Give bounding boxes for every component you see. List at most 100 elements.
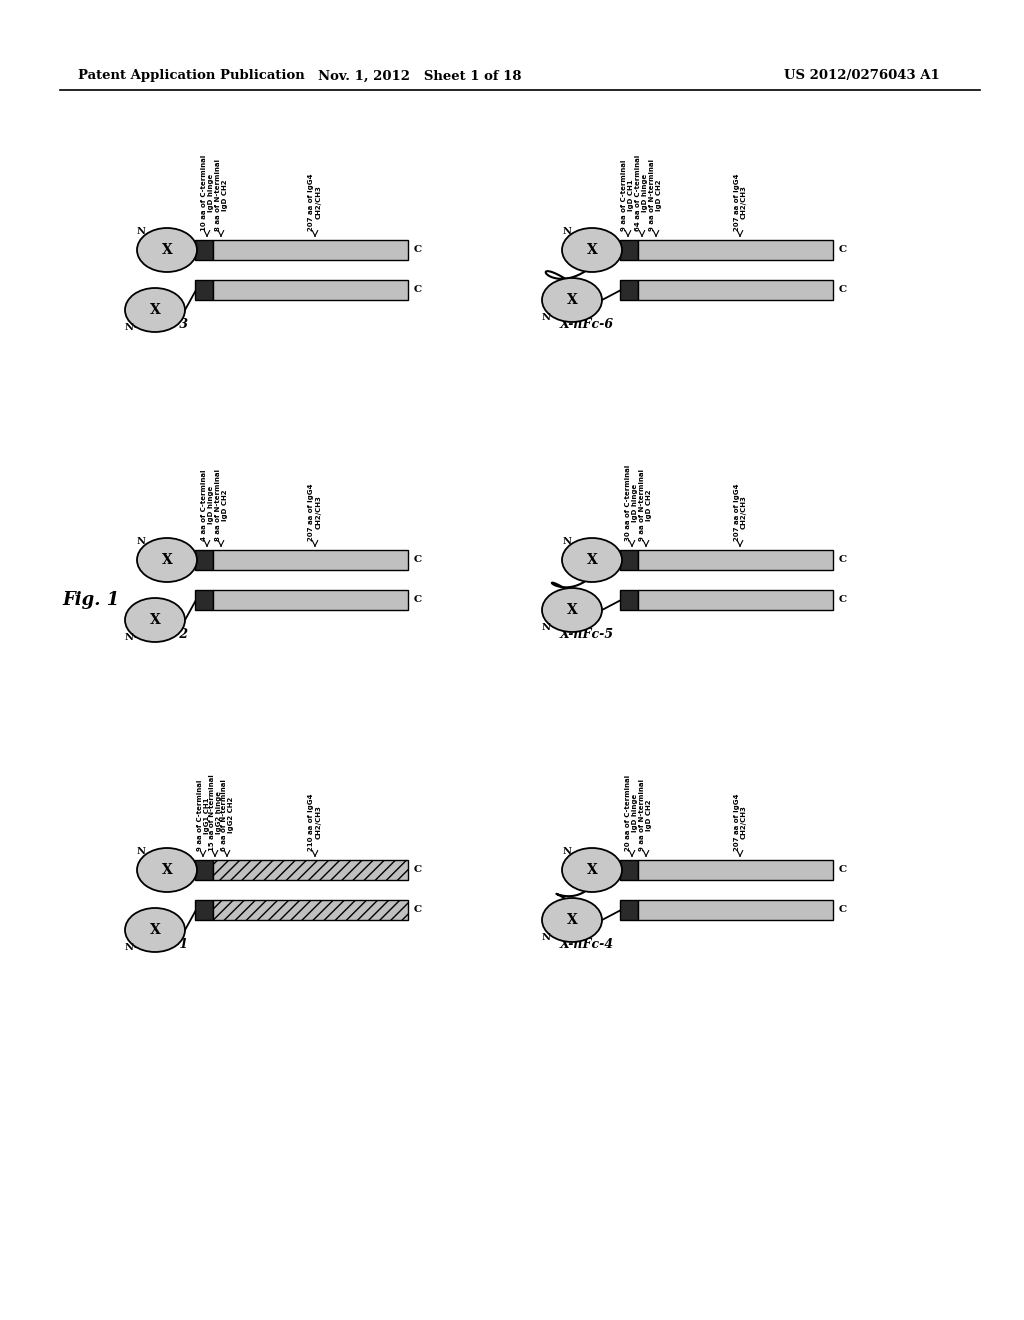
Text: 8 aa of N-terminal
IgD CH2: 8 aa of N-terminal IgD CH2 (214, 469, 227, 541)
Text: 9 aa of C-terminal
IgD CH1: 9 aa of C-terminal IgD CH1 (622, 160, 635, 231)
Ellipse shape (137, 847, 197, 892)
Text: 8 aa of N-terminal
IgD CH2: 8 aa of N-terminal IgD CH2 (214, 158, 227, 231)
Text: X-hFc-4: X-hFc-4 (560, 939, 614, 950)
Text: X-hFc-2: X-hFc-2 (135, 628, 189, 642)
Text: N: N (542, 933, 551, 942)
Text: X: X (162, 553, 172, 568)
Text: X: X (566, 603, 578, 616)
Text: C: C (414, 595, 422, 605)
Text: 4 aa of C-terminal
IgD hinge: 4 aa of C-terminal IgD hinge (201, 470, 213, 541)
Bar (620, 861, 638, 880)
Text: X: X (587, 553, 597, 568)
Text: C: C (839, 556, 847, 565)
Text: C: C (414, 246, 422, 255)
Text: 9 aa of N-terminal
IgD CH2: 9 aa of N-terminal IgD CH2 (640, 779, 652, 851)
Text: X: X (566, 913, 578, 927)
Text: C: C (839, 906, 847, 915)
Text: C: C (414, 866, 422, 874)
Ellipse shape (542, 587, 602, 632)
Bar (638, 550, 833, 570)
Bar (620, 550, 638, 570)
Text: X: X (150, 304, 161, 317)
Text: X: X (162, 243, 172, 257)
Ellipse shape (562, 228, 622, 272)
Text: X-hFc-3: X-hFc-3 (135, 318, 189, 331)
Bar (638, 280, 833, 300)
Text: N: N (136, 227, 145, 236)
Bar (213, 550, 408, 570)
Text: C: C (414, 285, 422, 294)
Text: 9 aa of N-terminal
IgD CH2: 9 aa of N-terminal IgD CH2 (649, 158, 663, 231)
Text: 20 aa of C-terminal
IgD hinge: 20 aa of C-terminal IgD hinge (626, 775, 639, 851)
Ellipse shape (562, 539, 622, 582)
Text: X: X (162, 863, 172, 876)
Text: C: C (839, 595, 847, 605)
Text: X: X (587, 863, 597, 876)
Bar (195, 240, 213, 260)
Text: X-hFc-1: X-hFc-1 (135, 939, 189, 950)
Text: 9 aa of N-terminal
IgD CH2: 9 aa of N-terminal IgD CH2 (640, 469, 652, 541)
Text: 207 aa of IgG4
CH2/CH3: 207 aa of IgG4 CH2/CH3 (733, 483, 746, 541)
Text: N: N (136, 537, 145, 546)
Text: N: N (125, 634, 133, 643)
Text: 64 aa of C-terminal
IgD hinge: 64 aa of C-terminal IgD hinge (636, 154, 648, 231)
Text: X: X (150, 923, 161, 937)
Bar (620, 280, 638, 300)
Text: C: C (414, 906, 422, 915)
Text: US 2012/0276043 A1: US 2012/0276043 A1 (784, 70, 940, 82)
Ellipse shape (137, 539, 197, 582)
Text: 15 aa of N-terminal
IgG2 hinge: 15 aa of N-terminal IgG2 hinge (209, 775, 221, 851)
Text: Nov. 1, 2012   Sheet 1 of 18: Nov. 1, 2012 Sheet 1 of 18 (318, 70, 522, 82)
Bar (620, 900, 638, 920)
Bar (195, 590, 213, 610)
Bar (620, 240, 638, 260)
Text: X-hFc-6: X-hFc-6 (560, 318, 614, 331)
Bar (195, 900, 213, 920)
Text: C: C (839, 285, 847, 294)
Text: N: N (136, 847, 145, 857)
Bar (213, 280, 408, 300)
Text: N: N (542, 314, 551, 322)
Text: 207 aa of IgG4
CH2/CH3: 207 aa of IgG4 CH2/CH3 (733, 793, 746, 851)
Text: 210 aa of IgG4
CH2/CH3: 210 aa of IgG4 CH2/CH3 (308, 793, 322, 851)
Bar (638, 900, 833, 920)
Text: 30 aa of C-terminal
IgD hinge: 30 aa of C-terminal IgD hinge (626, 465, 639, 541)
Bar (213, 240, 408, 260)
Text: 207 aa of IgG4
CH2/CH3: 207 aa of IgG4 CH2/CH3 (733, 173, 746, 231)
Text: C: C (839, 866, 847, 874)
Bar (620, 590, 638, 610)
Text: N: N (562, 847, 571, 857)
Ellipse shape (137, 228, 197, 272)
Text: 6 aa of N-terminal
IgG2 CH2: 6 aa of N-terminal IgG2 CH2 (220, 779, 233, 851)
Text: X: X (150, 612, 161, 627)
Text: N: N (542, 623, 551, 632)
Text: C: C (414, 556, 422, 565)
Ellipse shape (125, 288, 185, 333)
Bar (213, 861, 408, 880)
Ellipse shape (125, 908, 185, 952)
Text: N: N (562, 537, 571, 546)
Ellipse shape (542, 279, 602, 322)
Text: X-hFc-5: X-hFc-5 (560, 628, 614, 642)
Bar (638, 861, 833, 880)
Text: 10 aa of C-terminal
IgD hinge: 10 aa of C-terminal IgD hinge (201, 154, 213, 231)
Ellipse shape (562, 847, 622, 892)
Bar (213, 590, 408, 610)
Text: Patent Application Publication: Patent Application Publication (78, 70, 305, 82)
Text: X: X (587, 243, 597, 257)
Text: 207 aa of IgG4
CH2/CH3: 207 aa of IgG4 CH2/CH3 (308, 173, 322, 231)
Text: Fig. 1: Fig. 1 (62, 591, 119, 609)
Ellipse shape (125, 598, 185, 642)
Bar (213, 900, 408, 920)
Text: N: N (125, 944, 133, 953)
Bar (638, 590, 833, 610)
Ellipse shape (542, 898, 602, 942)
Bar (195, 280, 213, 300)
Bar (638, 240, 833, 260)
Text: 9 aa of C-terminal
IgG1 CH1: 9 aa of C-terminal IgG1 CH1 (197, 780, 210, 851)
Bar (195, 550, 213, 570)
Text: N: N (125, 323, 133, 333)
Text: X: X (566, 293, 578, 308)
Text: 207 aa of IgG4
CH2/CH3: 207 aa of IgG4 CH2/CH3 (308, 483, 322, 541)
Bar (195, 861, 213, 880)
